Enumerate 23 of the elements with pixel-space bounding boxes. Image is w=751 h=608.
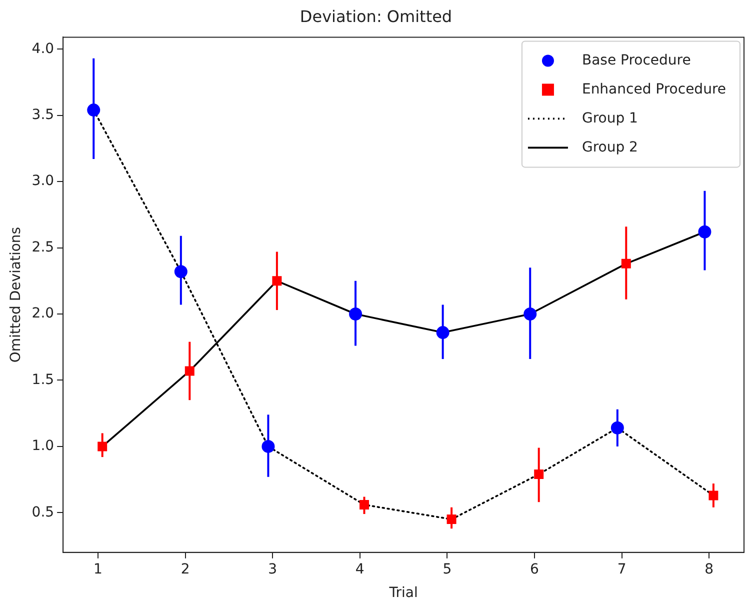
y-tick-label: 0.5 (32, 504, 54, 520)
x-tick-label: 1 (94, 561, 102, 578)
y-tick-label: 3.0 (32, 173, 54, 190)
x-tick-label: 8 (704, 561, 714, 578)
legend-label: Group 1 (582, 110, 638, 126)
x-tick-label: 3 (268, 561, 278, 578)
y-tick-label: 2.0 (32, 306, 54, 322)
y-tick-label: 1.5 (32, 372, 54, 388)
y-tick-label: 4.0 (32, 40, 54, 57)
y-tick-label: 3.5 (32, 106, 54, 123)
y-tick-label: 2.5 (32, 239, 54, 256)
y-tick-label: 1.0 (32, 438, 54, 454)
legend-label: Group 2 (582, 139, 638, 156)
x-tick-label: 2 (180, 561, 190, 578)
x-axis-title: Trial (388, 585, 418, 602)
x-tick-label: 5 (442, 561, 452, 578)
x-tick-label: 6 (530, 561, 540, 578)
legend-label: Enhanced Procedure (582, 81, 726, 98)
x-tick-label: 7 (617, 561, 626, 578)
legend-label: Base Procedure (582, 52, 691, 68)
x-tick-label: 4 (355, 561, 364, 578)
y-axis-title: Omitted Deviations (8, 226, 24, 363)
chart-title: Deviation: Omitted (300, 6, 452, 26)
